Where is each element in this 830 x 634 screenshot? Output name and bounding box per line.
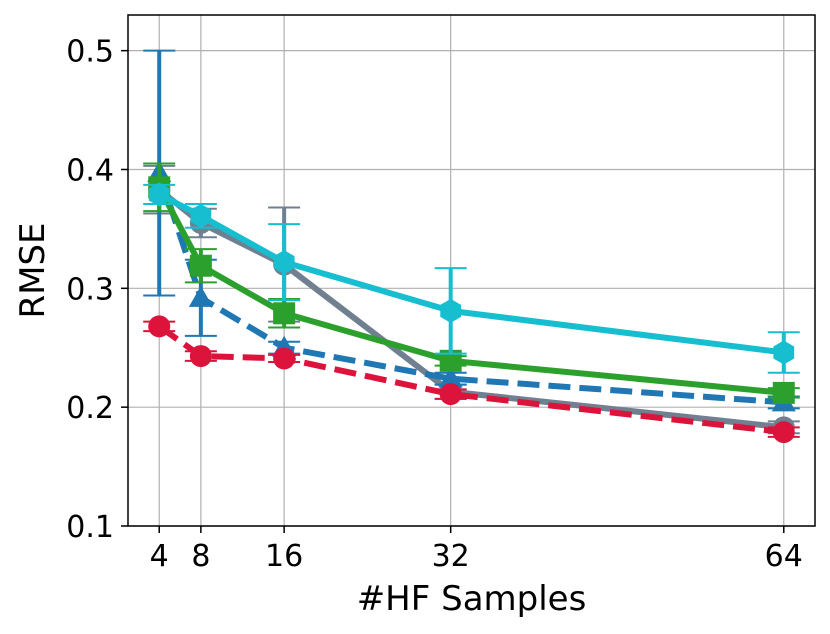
plot-frame — [127, 14, 816, 527]
series-layer — [143, 49, 800, 444]
x-tick-label: 8 — [191, 539, 210, 574]
y-axis-label: RMSE — [13, 222, 53, 318]
hexagon-marker — [190, 203, 212, 228]
x-tick-label: 64 — [765, 539, 803, 574]
square-marker — [189, 254, 212, 277]
y-tick-label: 0.1 — [66, 510, 114, 545]
circle-marker — [439, 383, 462, 406]
circle-marker — [189, 345, 212, 368]
square-marker — [439, 349, 462, 372]
y-tick-label: 0.5 — [66, 35, 114, 70]
hexagon-marker — [440, 298, 462, 323]
series-4 — [143, 182, 800, 374]
y-tick-label: 0.4 — [66, 153, 114, 188]
triangle-marker — [438, 366, 463, 388]
y-tick-label: 0.3 — [66, 272, 114, 307]
square-marker — [772, 381, 795, 404]
hexagon-marker — [273, 250, 295, 275]
hexagon-marker — [773, 340, 795, 365]
x-tick-label: 32 — [432, 539, 470, 574]
circle-marker — [273, 347, 296, 370]
x-tick-label: 4 — [150, 539, 169, 574]
x-axis-label: #HF Samples — [357, 579, 587, 619]
triangle-marker — [188, 285, 213, 307]
circle-marker — [148, 315, 171, 338]
square-marker — [273, 302, 296, 325]
hexagon-marker — [148, 182, 170, 207]
circle-marker — [772, 421, 795, 444]
axis-ticks: 4 8 16 32 64 0.1 0.2 0.3 0.4 0.5 — [66, 35, 803, 574]
x-tick-label: 16 — [265, 539, 303, 574]
series-5 — [143, 315, 800, 444]
y-tick-label: 0.2 — [66, 391, 114, 426]
